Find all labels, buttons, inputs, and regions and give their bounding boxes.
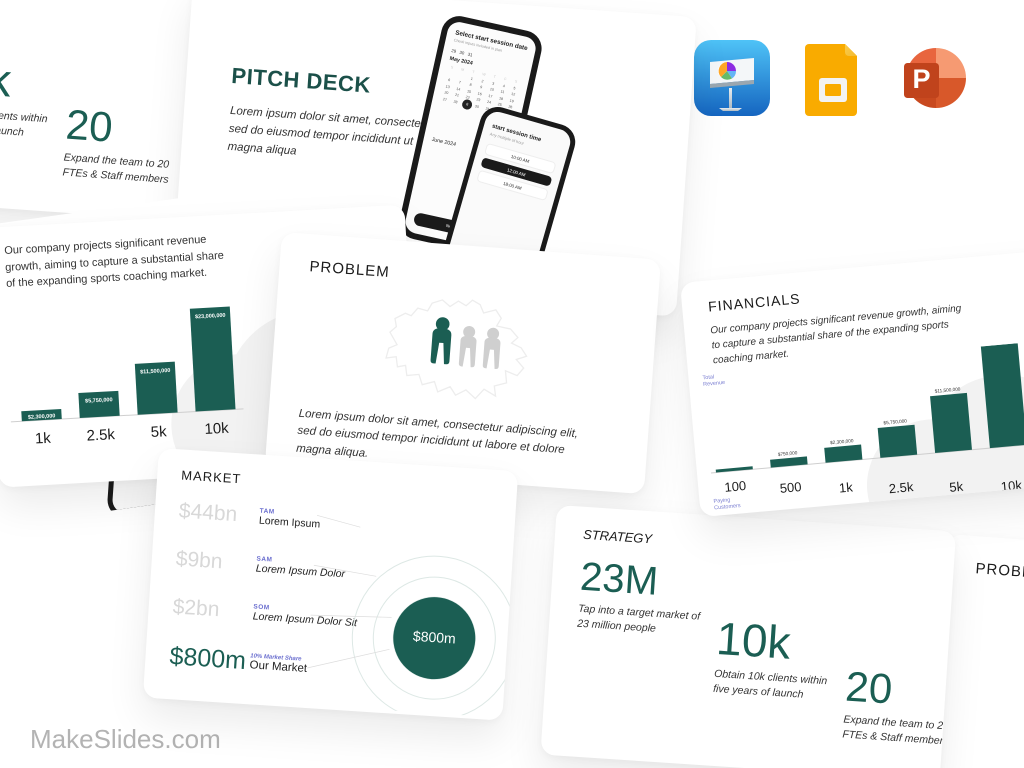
- svg-text:2.5k: 2.5k: [86, 426, 116, 445]
- svg-text:10k: 10k: [204, 420, 230, 438]
- svg-text:$23,000,000: $23,000,000: [985, 342, 1012, 344]
- svg-text:10k: 10k: [1000, 477, 1023, 494]
- svg-text:$800m: $800m: [412, 628, 456, 647]
- svg-text:5k: 5k: [150, 423, 167, 441]
- svg-text:100: 100: [724, 478, 747, 495]
- svg-text:Customers: Customers: [714, 503, 741, 511]
- svg-text:1k: 1k: [34, 430, 51, 448]
- svg-text:2.5k: 2.5k: [888, 479, 914, 496]
- svg-text:$11,500,000: $11,500,000: [935, 386, 961, 393]
- svg-text:$5,750,000: $5,750,000: [883, 418, 907, 425]
- svg-text:P: P: [912, 64, 930, 94]
- svg-text:1k: 1k: [838, 479, 854, 495]
- svg-text:$2,300,000: $2,300,000: [830, 438, 854, 445]
- svg-text:5k: 5k: [949, 479, 965, 495]
- svg-text:Revenue: Revenue: [703, 380, 725, 388]
- svg-text:500: 500: [779, 479, 802, 496]
- svg-text:$750,000: $750,000: [778, 450, 798, 457]
